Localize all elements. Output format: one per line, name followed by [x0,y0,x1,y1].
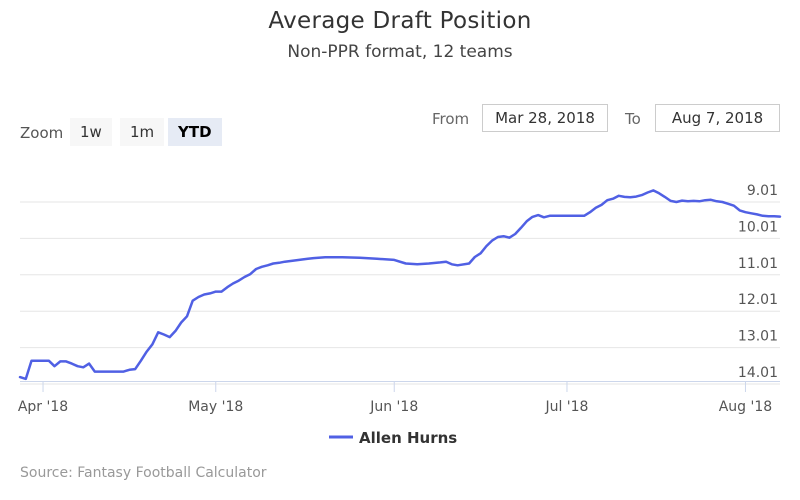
x-tick-label: Jul '18 [544,399,588,415]
chart-subtitle: Non-PPR format, 12 teams [287,42,513,62]
gridlines [20,201,780,385]
y-tick-label: 9.01 [747,183,778,199]
zoom-1w-button[interactable]: 1w [70,118,112,146]
x-tick-label: May '18 [188,399,243,415]
series-layer [18,189,782,381]
zoom-ytd-button[interactable]: YTD [168,118,222,146]
from-date-input[interactable]: Mar 28, 2018 [482,104,608,132]
y-tick-label: 13.01 [738,329,778,345]
x-tick-label: Jun '18 [369,399,418,415]
y-tick-label: 11.01 [738,256,778,272]
x-tick-label: Aug '18 [719,399,772,415]
chart-title: Average Draft Position [268,8,532,34]
x-tick-label: Apr '18 [18,399,68,415]
to-date-input[interactable]: Aug 7, 2018 [655,104,780,132]
to-label: To [625,110,641,128]
series-line-allen-hurns[interactable] [18,189,782,381]
zoom-1m-button[interactable]: 1m [120,118,165,146]
legend[interactable]: Allen Hurns [329,429,457,447]
legend-item-label[interactable]: Allen Hurns [359,429,457,447]
y-tick-label: 10.01 [738,219,778,235]
y-axis: 9.01 10.01 11.01 12.01 13.01 14.01 [738,183,778,381]
from-label: From [432,110,470,128]
y-tick-label: 14.01 [738,365,778,381]
credits: Source: Fantasy Football Calculator [20,465,267,481]
y-tick-label: 12.01 [738,292,778,308]
zoom-label: Zoom [20,124,64,142]
x-axis: Apr '18 May '18 Jun '18 Jul '18 Aug '18 [18,381,780,415]
